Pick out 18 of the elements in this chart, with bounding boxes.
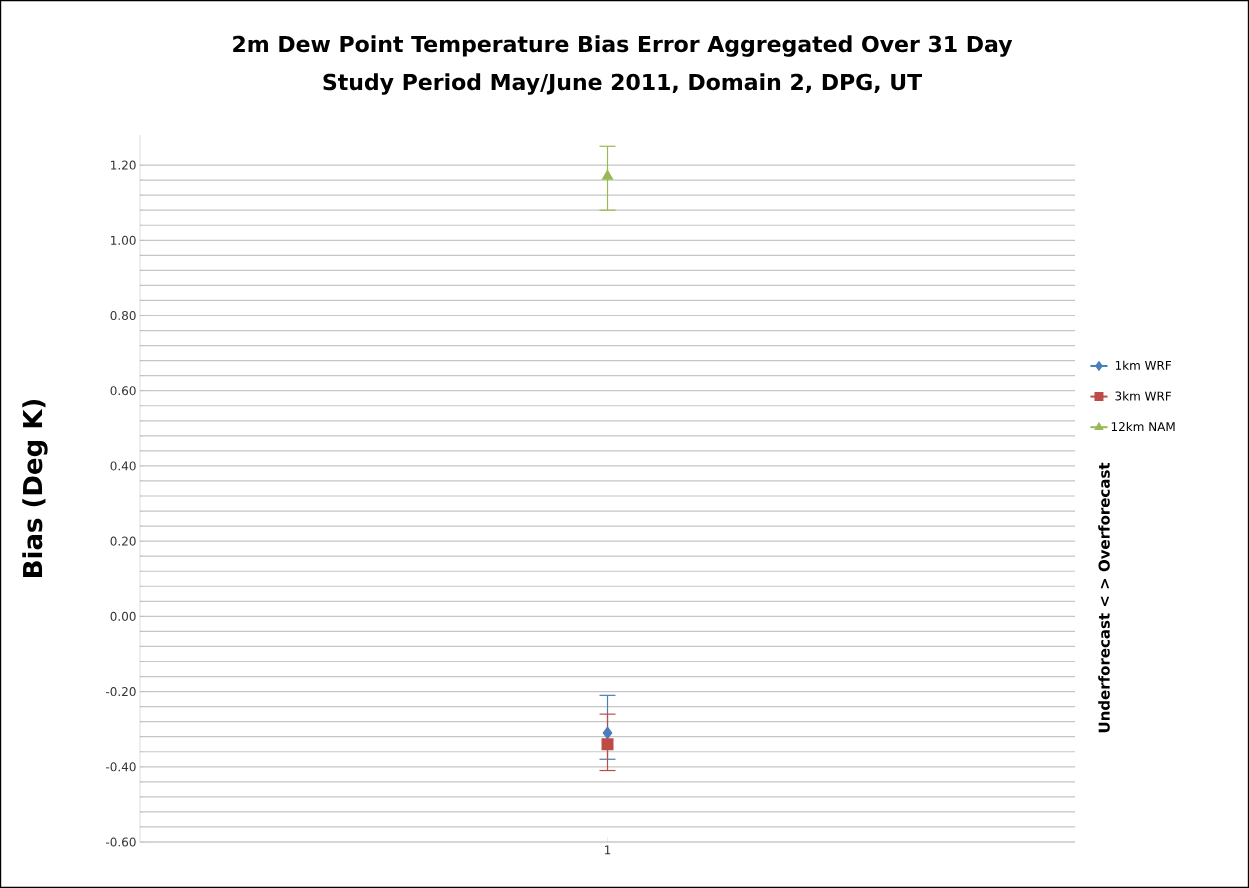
y-tick-label: -0.40: [106, 762, 136, 772]
y-tick-label: 0.20: [110, 536, 136, 546]
chart-subtitle: Study Period May/June 2011, Domain 2, DPG, UT: [323, 73, 923, 95]
y-tick-label: 0.80: [110, 310, 136, 321]
y-tick-label: -0.60: [106, 837, 136, 847]
y-axis-title: Bias (Deg K): [22, 399, 48, 577]
legend-label: 1km WRF: [1115, 360, 1172, 370]
legend-label: 12km NAM: [1111, 421, 1175, 432]
y-tick-label: 0.60: [110, 386, 136, 396]
text: Underforecast < > Overforecast: [1098, 462, 1110, 733]
chart-title: 2m Dew Point Temperature Bias Error Aggregated Over 31 Day: [233, 35, 1013, 57]
x-tick-label: 1: [605, 845, 611, 855]
y-tick-label: 1.20: [111, 160, 136, 170]
y-tick-label: 1.00: [111, 235, 136, 245]
y-tick-label: 0.40: [110, 461, 136, 471]
y-tick-label: -0.20: [106, 687, 136, 697]
legend-label: 3km WRF: [1115, 391, 1172, 401]
y-tick-label: 0.00: [110, 611, 136, 621]
